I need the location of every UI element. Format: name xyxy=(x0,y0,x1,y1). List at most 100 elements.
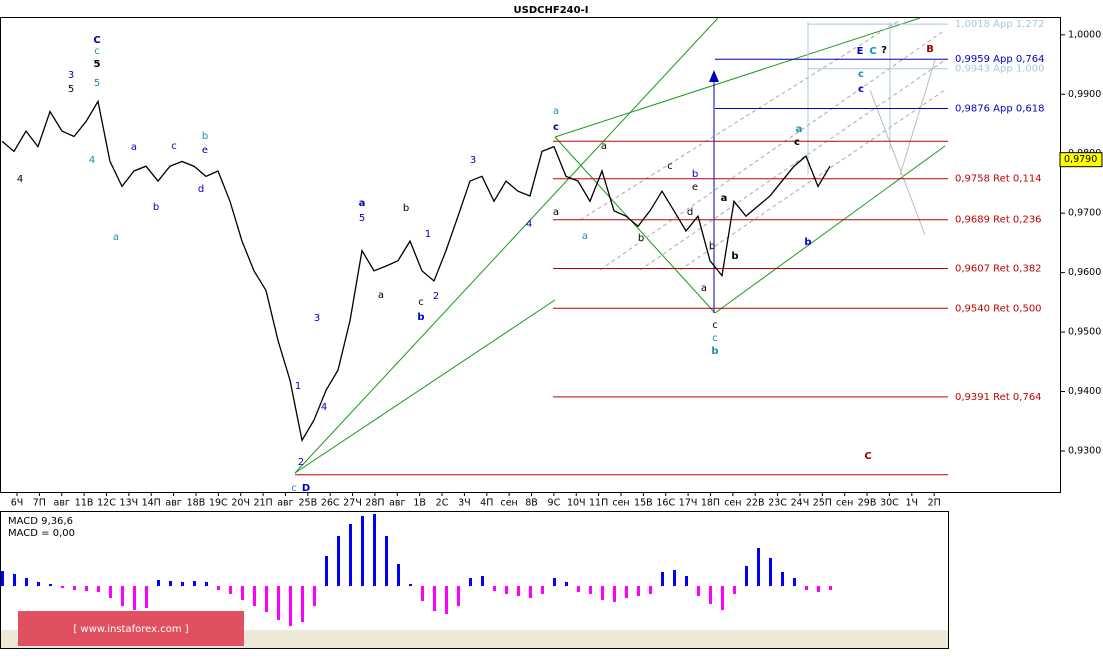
wave-label: a xyxy=(721,193,728,204)
level-label: 0,9391 Ret 0,764 xyxy=(955,392,1042,403)
macd-bar xyxy=(805,586,808,590)
macd-bar xyxy=(469,578,472,586)
macd-bar xyxy=(301,586,304,622)
wave-label: 1 xyxy=(425,229,431,240)
y-tick-label: 0,9900 xyxy=(1068,89,1101,100)
wave-label: c xyxy=(418,297,424,308)
macd-bar xyxy=(1,571,4,586)
wave-label: 5 xyxy=(94,78,100,89)
x-tick-label: 19С xyxy=(209,498,228,509)
wave-label: c xyxy=(553,122,559,133)
y-tick-label: 0,9400 xyxy=(1068,386,1101,397)
wave-label: 4 xyxy=(526,219,532,230)
macd-bar xyxy=(217,586,220,590)
x-tick-label: 25П xyxy=(813,498,832,509)
wave-label: b xyxy=(709,241,715,252)
macd-bar xyxy=(577,586,580,592)
watermark-box xyxy=(18,611,244,646)
macd-value: MACD = 0,00 xyxy=(8,528,75,539)
macd-bar xyxy=(721,586,724,610)
wave-label: a xyxy=(359,198,366,209)
wave-label: b xyxy=(731,251,738,262)
wave-label: 5 xyxy=(359,213,365,224)
x-tick-label: авг xyxy=(165,498,181,509)
macd-bar xyxy=(505,586,508,594)
wave-label: b xyxy=(153,202,159,213)
x-tick-label: авг xyxy=(54,498,70,509)
projection xyxy=(709,22,891,313)
wave-label: 3 xyxy=(68,70,74,81)
x-tick-label: 25В xyxy=(299,498,318,509)
level-label: 0,9540 Ret 0,500 xyxy=(955,303,1042,314)
macd-bar xyxy=(61,586,64,588)
macd-bar xyxy=(457,586,460,606)
wave-label: a xyxy=(582,231,588,242)
x-tick-label: 26С xyxy=(321,498,340,509)
macd-bar xyxy=(169,581,172,586)
wave-label: a xyxy=(553,207,559,218)
macd-bar xyxy=(649,586,652,594)
wave-label: E xyxy=(857,46,864,57)
macd-bar xyxy=(181,582,184,586)
wave-label: e xyxy=(692,182,698,193)
macd-bar xyxy=(829,586,832,590)
wave-label: C xyxy=(864,451,871,462)
macd-bar xyxy=(265,586,268,612)
dashed-fan xyxy=(579,19,946,271)
macd-bar xyxy=(589,586,592,594)
macd-bar xyxy=(409,584,412,586)
wave-label: b xyxy=(403,203,409,214)
macd-bar xyxy=(253,586,256,606)
macd-bar xyxy=(85,586,88,591)
channel-line xyxy=(294,17,719,474)
macd-bar xyxy=(817,586,820,592)
x-tick-label: 12С xyxy=(97,498,116,509)
x-tick-label: 2П xyxy=(928,498,941,509)
wave-label: c xyxy=(94,46,100,57)
x-tick-label: сен xyxy=(500,498,517,509)
macd-bar xyxy=(361,516,364,586)
x-tick-label: 8В xyxy=(525,498,538,509)
level-label: 0,9943 App 1,000 xyxy=(955,64,1045,75)
dashed-line xyxy=(639,59,946,271)
x-tick-label: 21П xyxy=(253,498,272,509)
wave-label: e xyxy=(202,145,208,156)
wave-label: ? xyxy=(881,45,887,56)
x-tick-label: авг xyxy=(389,498,405,509)
channel-line xyxy=(554,136,716,314)
price-line xyxy=(1,99,831,443)
x-tick-label: 20Ч xyxy=(231,498,250,509)
macd-bar xyxy=(733,586,736,594)
macd-bar xyxy=(133,586,136,610)
x-tick-label: 9С xyxy=(548,498,561,509)
wave-label: B xyxy=(926,44,934,55)
wave-label: a xyxy=(701,283,707,294)
chart-title: USDCHF240-I xyxy=(514,5,589,16)
macd-title: MACD 9,36,6 xyxy=(8,516,73,527)
y-tick-label: 0,9600 xyxy=(1068,267,1101,278)
macd-bar xyxy=(13,574,16,586)
wave-label: c xyxy=(858,69,864,80)
x-tick-label: 4П xyxy=(480,498,493,509)
fan-line xyxy=(869,89,926,236)
macd-bar xyxy=(277,586,280,620)
macd-bar xyxy=(229,586,232,594)
x-tick-label: 22В xyxy=(746,498,765,509)
wave-label: c xyxy=(291,483,297,494)
x-tick-label: 1В xyxy=(413,498,426,509)
macd-bar xyxy=(565,582,568,586)
wave-label: a xyxy=(113,232,119,243)
wave-label: a xyxy=(131,142,137,153)
wave-label: b xyxy=(202,131,208,142)
macd-bar xyxy=(709,586,712,604)
macd-bar xyxy=(625,586,628,598)
x-tick-label: 11П xyxy=(589,498,608,509)
x-tick-label: 27Ч xyxy=(343,498,362,509)
wave-label: 2 xyxy=(433,291,439,302)
level-label: 1,0018 App 1,272 xyxy=(955,19,1045,30)
wave-label: c xyxy=(667,161,673,172)
y-tick-label: 0,9500 xyxy=(1068,327,1101,338)
macd-bar xyxy=(121,586,124,606)
x-tick-label: 3Ч xyxy=(458,498,471,509)
